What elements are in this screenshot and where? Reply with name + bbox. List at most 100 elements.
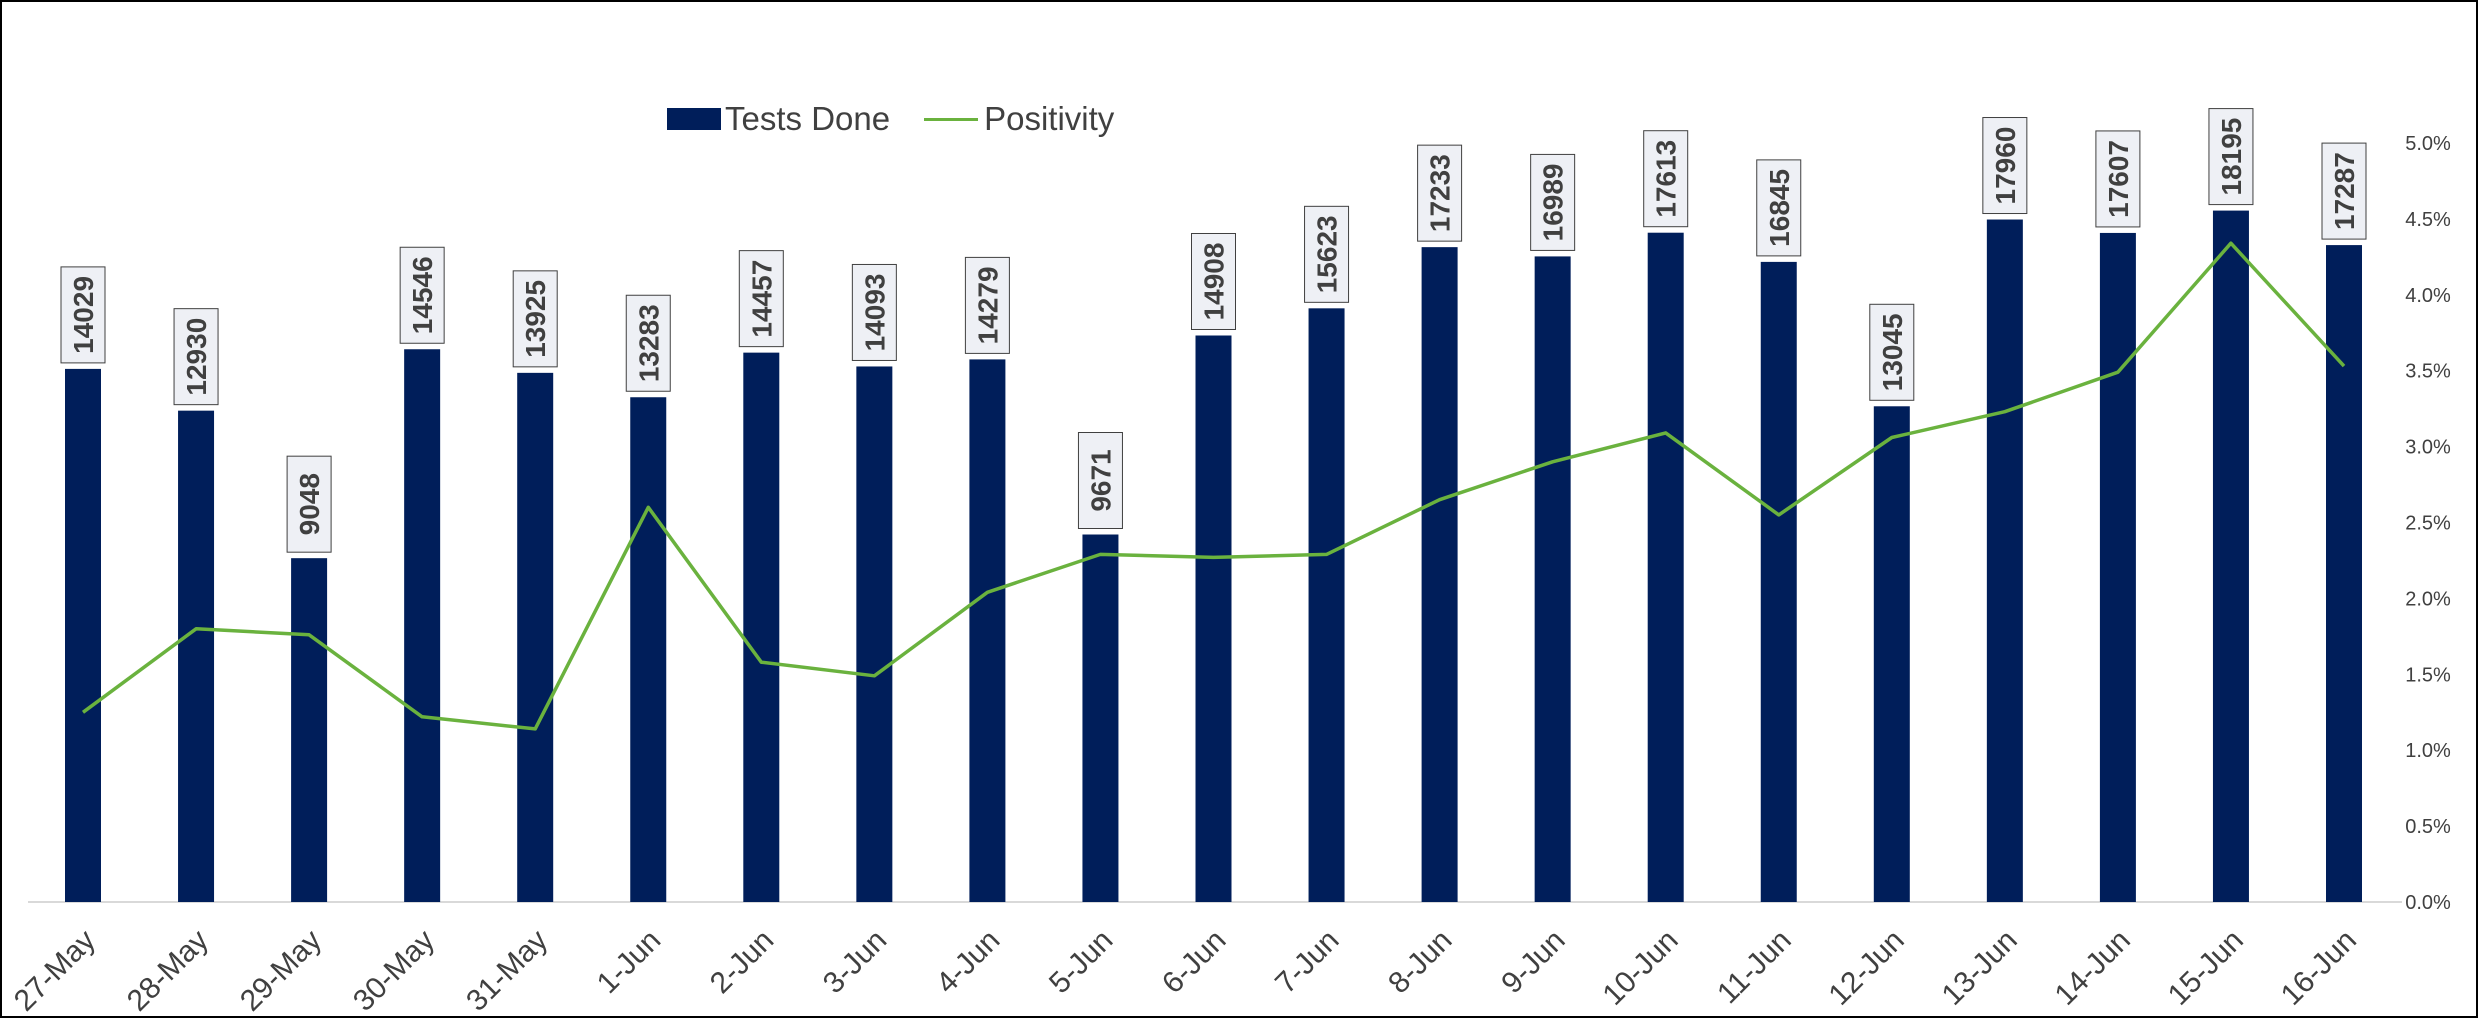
x-tick-label: 3-Jun — [817, 924, 893, 1000]
x-tick-label: 30-May — [347, 924, 441, 1018]
x-tick-label: 15-Jun — [2162, 924, 2250, 1012]
legend-swatch-tests-done — [667, 108, 721, 130]
x-tick-label: 16-Jun — [2275, 924, 2363, 1012]
y-right-tick-label: 0.0% — [2405, 892, 2451, 914]
data-label-tests-done: 14279 — [972, 266, 1003, 344]
data-label-tests-done: 12930 — [181, 318, 212, 396]
data-label-tests-done: 16845 — [1764, 169, 1795, 247]
bar-tests-done — [1308, 308, 1345, 902]
y-right-tick-label: 4.0% — [2405, 285, 2451, 307]
bar-tests-done — [743, 352, 780, 902]
bar-tests-done — [291, 558, 328, 902]
bar-tests-done — [630, 397, 667, 902]
bar-tests-done — [1647, 232, 1684, 902]
data-label-box — [60, 266, 106, 364]
data-label-tests-done: 14908 — [1199, 243, 1230, 321]
x-tick-label: 28-May — [121, 924, 215, 1018]
x-tick-label: 7-Jun — [1269, 924, 1345, 1000]
data-label-tests-done: 14029 — [68, 276, 99, 354]
bar-tests-done — [1873, 406, 1910, 902]
bar-tests-done — [178, 410, 215, 902]
data-label-box — [1077, 432, 1123, 530]
y-right-tick-label: 1.0% — [2405, 740, 2451, 762]
x-tick-label: 27-May — [8, 924, 102, 1018]
data-label-box — [1530, 153, 1576, 251]
bar-tests-done — [2212, 210, 2249, 903]
x-tick-label: 1-Jun — [591, 924, 667, 1000]
data-label-box — [2095, 130, 2141, 228]
x-tick-label: 9-Jun — [1495, 924, 1571, 1000]
bar-tests-done — [1534, 256, 1571, 903]
x-tick-label: 31-May — [460, 924, 554, 1018]
data-label-box — [851, 263, 897, 361]
data-label-box — [512, 270, 558, 368]
data-label-box — [2321, 142, 2367, 240]
bar-tests-done — [2099, 232, 2136, 902]
y-right-tick-label: 4.5% — [2405, 209, 2451, 231]
data-label-box — [399, 246, 445, 344]
data-label-tests-done: 17607 — [2103, 140, 2134, 218]
legend-swatch-positivity — [924, 117, 979, 121]
data-label-box — [173, 308, 219, 406]
legend-label-tests-done: Tests Done — [725, 100, 891, 137]
y-right-tick-label: 5.0% — [2405, 133, 2451, 155]
data-label-tests-done: 15623 — [1312, 215, 1343, 293]
y-right-tick-label: 1.5% — [2405, 664, 2451, 686]
data-label-box — [625, 294, 671, 392]
legend-label-positivity: Positivity — [984, 100, 1115, 137]
data-label-box — [2208, 108, 2254, 206]
data-label-tests-done: 17960 — [1990, 127, 2021, 205]
bar-tests-done — [517, 372, 554, 903]
data-label-box — [1982, 117, 2028, 215]
y-right-tick-label: 2.0% — [2405, 588, 2451, 610]
data-label-tests-done: 9671 — [1085, 449, 1116, 511]
data-label-box — [738, 250, 784, 348]
data-label-box — [286, 455, 332, 553]
y-right-tick-label: 3.5% — [2405, 361, 2451, 383]
data-label-tests-done: 18195 — [2216, 118, 2247, 196]
data-label-tests-done: 17233 — [1425, 154, 1456, 232]
data-label-tests-done: 13925 — [520, 280, 551, 358]
x-tick-label: 8-Jun — [1382, 924, 1458, 1000]
bar-tests-done — [1082, 534, 1119, 902]
y-right-tick-label: 3.0% — [2405, 437, 2451, 459]
data-label-box — [1304, 205, 1350, 303]
x-tick-label: 2-Jun — [704, 924, 780, 1000]
data-label-tests-done: 17613 — [1651, 140, 1682, 218]
bar-tests-done — [1421, 247, 1458, 902]
bar-tests-done — [2326, 245, 2362, 902]
data-label-tests-done: 16989 — [1538, 163, 1569, 241]
data-label-box — [1191, 232, 1236, 330]
data-label-tests-done: 9048 — [294, 473, 325, 535]
bar-tests-done — [969, 359, 1006, 902]
y-right-tick-label: 2.5% — [2405, 513, 2451, 535]
bar-tests-done — [1760, 261, 1797, 902]
x-tick-label: 11-Jun — [1711, 924, 1798, 1011]
data-label-box — [964, 256, 1010, 354]
y-right-tick-label: 0.5% — [2405, 816, 2451, 838]
data-label-tests-done: 13045 — [1877, 313, 1908, 391]
x-tick-label: 5-Jun — [1043, 924, 1119, 1000]
data-label-box — [1643, 130, 1689, 228]
bar-tests-done — [856, 366, 893, 902]
bar-tests-done — [1195, 335, 1232, 903]
x-tick-label: 12-Jun — [1823, 924, 1911, 1012]
bar-tests-done — [404, 349, 441, 902]
data-label-tests-done: 17287 — [2329, 152, 2360, 230]
data-label-tests-done: 13283 — [633, 304, 664, 382]
data-label-tests-done: 14457 — [746, 260, 777, 338]
data-label-box — [1869, 303, 1915, 401]
x-tick-label: 4-Jun — [930, 924, 1006, 1000]
x-tick-label: 10-Jun — [1596, 924, 1684, 1012]
x-tick-label: 29-May — [234, 924, 328, 1018]
bar-tests-done — [1986, 219, 2023, 902]
bar-tests-done — [65, 368, 101, 902]
x-tick-label: 6-Jun — [1156, 924, 1232, 1000]
data-label-tests-done: 14093 — [859, 274, 890, 352]
x-tick-label: 14-Jun — [2049, 924, 2137, 1012]
data-label-box — [1417, 144, 1463, 242]
x-tick-label: 13-Jun — [1936, 924, 2024, 1012]
data-label-box — [1756, 159, 1802, 257]
chart-legend: Tests Done Positivity — [667, 100, 1114, 138]
